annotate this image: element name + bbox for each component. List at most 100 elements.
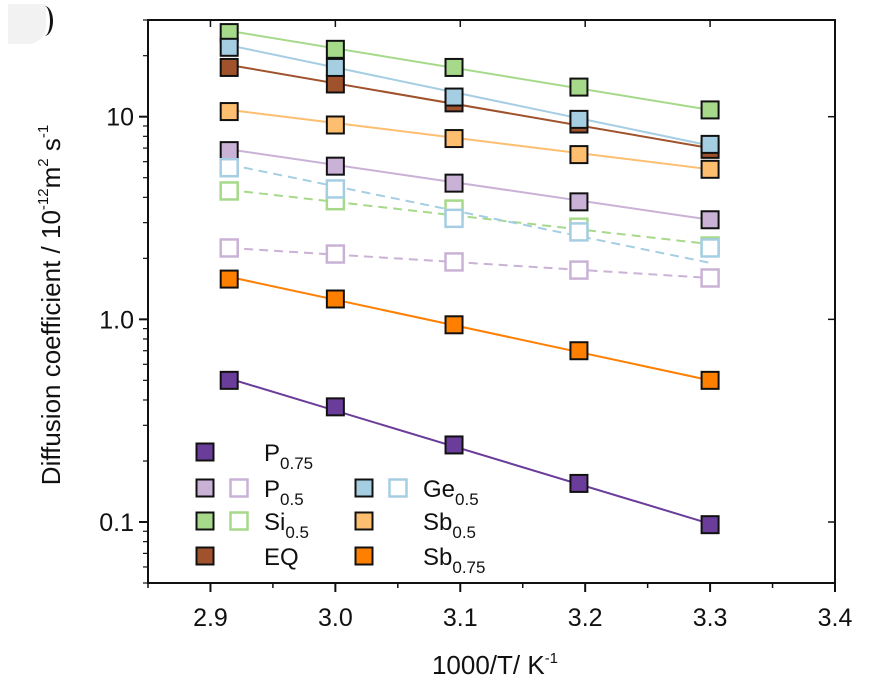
legend-marker-open bbox=[229, 478, 249, 498]
data-point bbox=[444, 87, 464, 107]
x-axis-title: 1000/T/ K-1 bbox=[432, 650, 558, 680]
data-point bbox=[569, 145, 589, 165]
legend-marker bbox=[195, 511, 215, 531]
data-point bbox=[444, 173, 464, 193]
legend-marker-open bbox=[388, 478, 408, 498]
data-point bbox=[325, 57, 345, 77]
axis-ticks: 2.9 3.0 3.1 3.2 3.3 3.4 0.1 1.0 10 bbox=[99, 19, 853, 632]
data-point bbox=[219, 269, 239, 289]
legend-label-sub: 0.75 bbox=[280, 454, 313, 473]
y-axis-title-exp: -12 bbox=[35, 188, 52, 210]
legend-marker bbox=[195, 442, 215, 462]
data-point-open bbox=[700, 238, 720, 258]
fit-line bbox=[229, 108, 711, 171]
legend-label: Sb0.75 bbox=[423, 544, 485, 577]
data-point bbox=[700, 515, 720, 535]
data-point bbox=[569, 77, 589, 97]
data-point bbox=[325, 115, 345, 135]
legend-label-main: P bbox=[264, 440, 280, 467]
y-tick-label: 1.0 bbox=[99, 306, 134, 334]
data-point bbox=[219, 37, 239, 57]
legend-marker-open bbox=[229, 511, 249, 531]
data-point bbox=[569, 473, 589, 493]
data-point bbox=[325, 74, 345, 94]
data-point bbox=[700, 370, 720, 390]
data-point-open bbox=[219, 181, 239, 201]
data-point-open bbox=[569, 222, 589, 242]
data-point bbox=[700, 159, 720, 179]
x-tick-label: 3.0 bbox=[318, 604, 353, 632]
fit-line bbox=[229, 246, 711, 279]
data-point-open bbox=[325, 179, 346, 199]
data-point bbox=[444, 435, 464, 455]
y-axis-title-s: s bbox=[36, 138, 66, 158]
legend-label: Sb0.5 bbox=[423, 509, 476, 542]
x-tick-label: 3.3 bbox=[693, 604, 728, 632]
fit-line bbox=[228, 163, 711, 264]
legend-marker bbox=[354, 478, 374, 498]
y-tick-label: 10 bbox=[106, 104, 134, 132]
x-axis-title-sup: -1 bbox=[545, 650, 558, 667]
data-point bbox=[569, 341, 589, 361]
corner-bracket-icon bbox=[36, 6, 53, 36]
fit-line bbox=[228, 275, 711, 382]
x-axis-title-text: 1000/T/ K bbox=[432, 650, 545, 680]
x-tick-label: 3.4 bbox=[818, 604, 853, 632]
y-axis-title-unit-sup: 2 bbox=[35, 158, 52, 166]
fit-line bbox=[229, 29, 711, 111]
legend-label: P0.5 bbox=[264, 476, 304, 509]
data-point bbox=[219, 141, 239, 161]
y-axis-title-s-sup: -1 bbox=[35, 125, 52, 138]
data-point-open bbox=[444, 208, 464, 229]
data-point-open bbox=[700, 268, 720, 288]
y-tick-label: 0.1 bbox=[99, 509, 134, 537]
legend-marker bbox=[354, 511, 374, 531]
fit-line bbox=[228, 44, 711, 147]
legend-label: Ge0.5 bbox=[423, 476, 479, 509]
plot-frame bbox=[147, 19, 836, 584]
x-tick-label: 3.2 bbox=[568, 604, 603, 632]
data-point-open bbox=[219, 157, 239, 178]
legend-label: P0.75 bbox=[264, 440, 313, 473]
data-point-open bbox=[444, 252, 464, 272]
data-point bbox=[444, 129, 464, 149]
x-tick-label: 3.1 bbox=[443, 604, 478, 632]
data-point bbox=[219, 102, 239, 122]
fit-line bbox=[229, 188, 711, 246]
data-point bbox=[700, 100, 720, 120]
legend-label-main: EQ bbox=[264, 544, 299, 571]
data-markers bbox=[219, 23, 720, 535]
data-point bbox=[444, 57, 464, 77]
data-point-open bbox=[325, 244, 346, 264]
data-point bbox=[700, 210, 720, 230]
data-point bbox=[219, 57, 239, 77]
data-point bbox=[444, 315, 464, 335]
legend-label: EQ bbox=[264, 544, 299, 571]
data-point-open bbox=[569, 260, 589, 280]
legend-label-main: P bbox=[264, 476, 280, 503]
legend-label-sub: 0.5 bbox=[285, 523, 309, 542]
legend-label-main: Si bbox=[264, 509, 285, 536]
legend-label: Si0.5 bbox=[264, 509, 309, 542]
legend-label-sub: 0.75 bbox=[452, 558, 485, 577]
y-axis-title-unit: m bbox=[36, 167, 66, 189]
data-point bbox=[325, 39, 345, 59]
data-point bbox=[700, 134, 720, 154]
legend-label-sub: 0.5 bbox=[452, 523, 476, 542]
y-axis-title: Diffusion coefficient / 10-12m2 s-1 bbox=[35, 125, 66, 485]
data-point-open bbox=[219, 238, 239, 258]
legend-label-sub: 0.5 bbox=[280, 490, 304, 509]
legend-marker bbox=[195, 478, 215, 498]
legend-marker bbox=[354, 546, 374, 566]
legend-label-sub: 0.5 bbox=[455, 490, 479, 509]
data-point bbox=[569, 109, 589, 129]
fit-line bbox=[229, 148, 711, 221]
data-point bbox=[569, 192, 589, 212]
legend-label-main: Sb bbox=[423, 544, 452, 571]
legend-label-main: Ge bbox=[423, 476, 455, 503]
legend-label-main: Sb bbox=[423, 509, 452, 536]
data-point bbox=[325, 156, 345, 176]
fit-line bbox=[229, 63, 711, 150]
